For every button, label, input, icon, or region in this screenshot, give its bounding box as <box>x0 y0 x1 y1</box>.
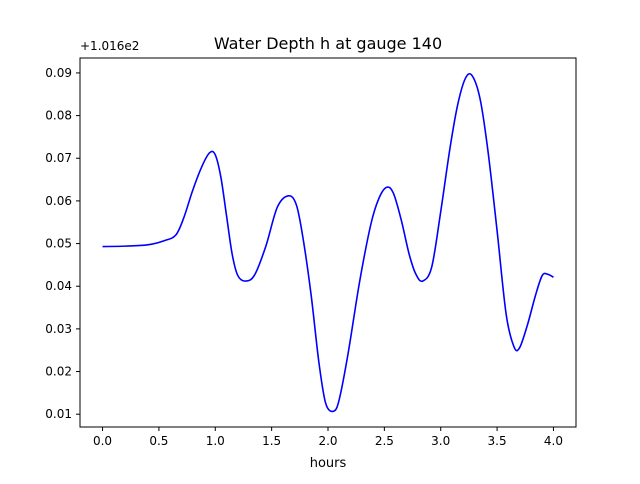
y-axis-offset-label: +1.016e2 <box>80 39 139 53</box>
y-tick-label: 0.06 <box>45 194 72 208</box>
y-tick-label: 0.04 <box>45 279 72 293</box>
x-tick-label: 4.0 <box>544 434 563 448</box>
x-tick-label: 3.5 <box>488 434 507 448</box>
y-tick-label: 0.01 <box>45 407 72 421</box>
y-tick-label: 0.03 <box>45 322 72 336</box>
x-tick-label: 1.0 <box>206 434 225 448</box>
series-point-group <box>103 76 554 411</box>
x-axis-label: hours <box>310 456 347 471</box>
x-tick-label: 0.0 <box>93 434 112 448</box>
y-tick-label: 0.02 <box>45 365 72 379</box>
y-tick-label: 0.09 <box>45 66 72 80</box>
y-tick-label: 0.05 <box>45 237 72 251</box>
x-tick-label: 2.5 <box>375 434 394 448</box>
x-tick-label: 3.0 <box>431 434 450 448</box>
x-tick-label: 1.5 <box>262 434 281 448</box>
series-line <box>103 74 554 412</box>
x-tick-label: 2.0 <box>318 434 337 448</box>
plot-frame <box>80 58 576 427</box>
y-tick-label: 0.07 <box>45 151 72 165</box>
x-tick-label: 0.5 <box>149 434 168 448</box>
y-tick-label: 0.08 <box>45 109 72 123</box>
chart-title: Water Depth h at gauge 140 <box>214 34 442 53</box>
tick-group: 0.0 0.5 1.0 1.5 2.0 2.5 3.0 3.5 4.0 0.01 0.02 0.03 0… <box>45 66 563 448</box>
